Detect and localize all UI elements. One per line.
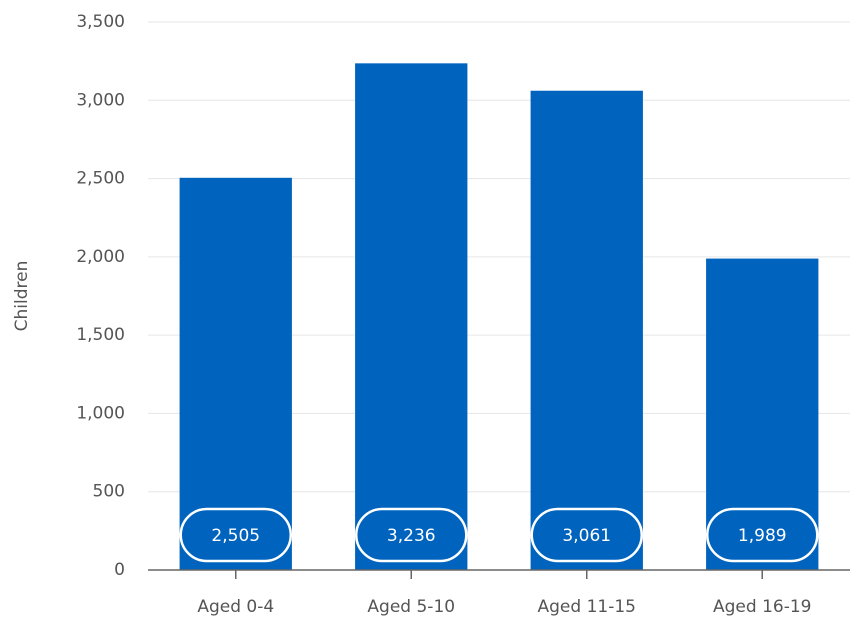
bar bbox=[530, 90, 643, 570]
y-tick-label: 3,500 bbox=[76, 12, 125, 32]
value-label-pill bbox=[530, 507, 643, 563]
y-tick-label: 1,500 bbox=[76, 325, 125, 345]
x-tick-label: Aged 5-10 bbox=[367, 597, 455, 617]
bar bbox=[179, 177, 292, 570]
value-label: 3,061 bbox=[562, 526, 611, 546]
x-tick-label: Aged 0-4 bbox=[197, 597, 274, 617]
y-tick-label: 0 bbox=[114, 560, 125, 580]
y-tick-label: 500 bbox=[93, 482, 125, 502]
y-tick-label: 3,000 bbox=[76, 90, 125, 110]
value-label: 1,989 bbox=[738, 526, 787, 546]
x-tick-label: Aged 11-15 bbox=[538, 597, 636, 617]
x-tick-label: Aged 16-19 bbox=[713, 597, 811, 617]
y-tick-label: 1,000 bbox=[76, 403, 125, 423]
value-label-pill bbox=[706, 507, 819, 563]
value-label-pill bbox=[179, 507, 292, 563]
bar bbox=[355, 63, 468, 570]
value-label-pill bbox=[355, 507, 468, 563]
y-axis-label: Children bbox=[12, 261, 32, 332]
y-tick-label: 2,000 bbox=[76, 247, 125, 267]
value-label: 3,236 bbox=[387, 526, 436, 546]
value-label: 2,505 bbox=[211, 526, 260, 546]
y-tick-label: 2,500 bbox=[76, 169, 125, 189]
